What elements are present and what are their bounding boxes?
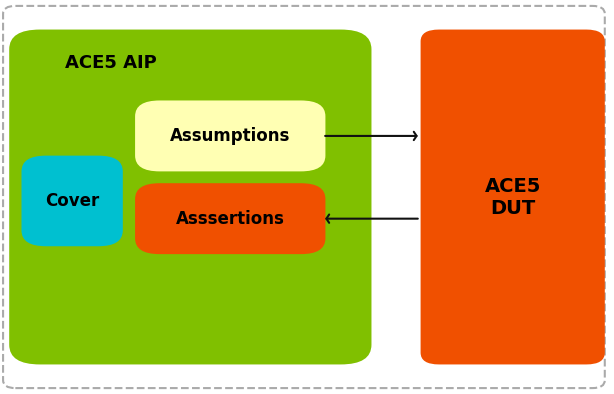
FancyBboxPatch shape [21, 156, 123, 246]
Text: Cover: Cover [45, 192, 99, 210]
Text: Asssertions: Asssertions [176, 210, 285, 228]
FancyBboxPatch shape [421, 30, 605, 364]
FancyBboxPatch shape [135, 183, 325, 254]
FancyBboxPatch shape [135, 100, 325, 171]
Text: ACE5 AIP: ACE5 AIP [64, 54, 157, 72]
Text: ACE5
DUT: ACE5 DUT [484, 177, 541, 217]
Text: Assumptions: Assumptions [170, 127, 290, 145]
FancyBboxPatch shape [9, 30, 371, 364]
